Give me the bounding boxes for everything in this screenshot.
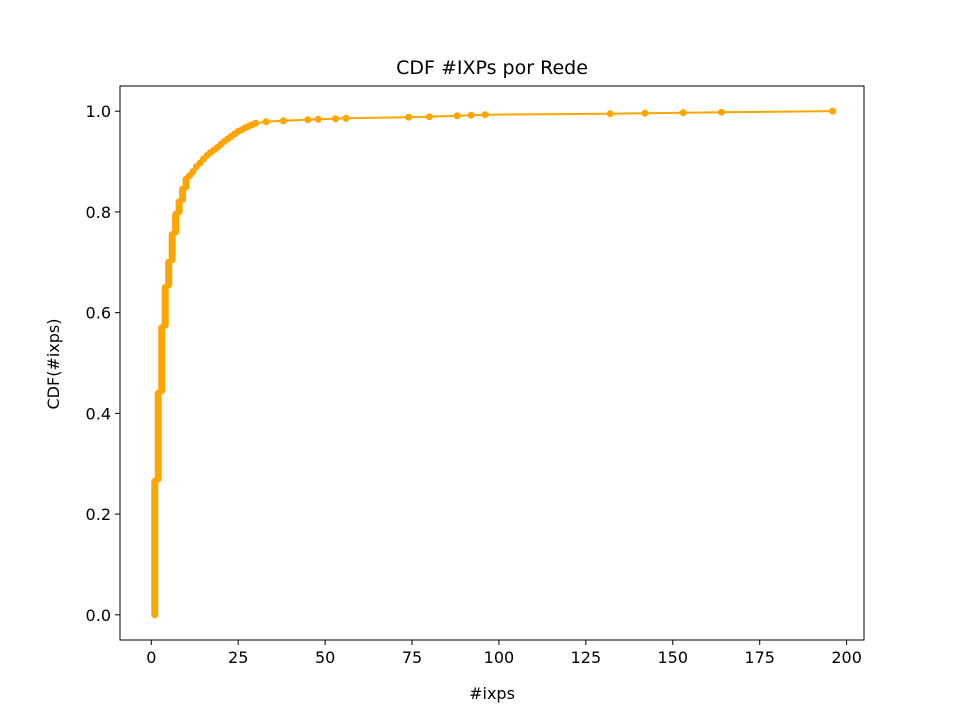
x-tick-label: 125 <box>571 648 602 667</box>
cdf-data-point <box>467 111 475 119</box>
x-tick-label: 50 <box>315 648 335 667</box>
y-tick-label: 0.6 <box>86 304 111 323</box>
x-tick-label: 25 <box>228 648 248 667</box>
y-tick-label: 1.0 <box>86 102 111 121</box>
x-tick-label: 75 <box>402 648 422 667</box>
x-tick-label: 0 <box>146 648 156 667</box>
cdf-data-point <box>425 113 433 121</box>
x-tick-label: 200 <box>831 648 862 667</box>
y-tick-label: 0.8 <box>86 203 111 222</box>
cdf-data-point <box>314 115 322 123</box>
cdf-data-point <box>481 111 489 119</box>
y-tick-label: 0.0 <box>86 606 111 625</box>
cdf-data-point <box>829 107 837 115</box>
cdf-data-point <box>453 112 461 120</box>
cdf-data-point <box>342 114 350 122</box>
cdf-data-point <box>279 117 287 125</box>
plot-frame <box>119 85 865 641</box>
plot-data <box>151 107 837 619</box>
cdf-data-point <box>252 119 260 127</box>
cdf-data-point <box>189 168 197 176</box>
cdf-data-point <box>304 116 312 124</box>
chart-title: CDF #IXPs por Rede <box>396 57 588 79</box>
cdf-series-line <box>153 110 833 615</box>
cdf-data-point <box>332 115 340 123</box>
cdf-data-point <box>405 113 413 121</box>
y-tick-label: 0.4 <box>86 404 111 423</box>
y-tick-label: 0.2 <box>86 505 111 524</box>
x-tick-label: 150 <box>658 648 689 667</box>
x-axis-label: #ixps <box>469 684 515 703</box>
cdf-data-point <box>679 109 687 117</box>
y-axis-ticks: 0.0 0.2 0.4 0.6 0.8 1.0 <box>86 102 120 625</box>
x-tick-label: 100 <box>484 648 515 667</box>
cdf-data-point <box>262 118 270 126</box>
x-axis-ticks: 0 25 50 75 100 125 150 175 200 <box>146 640 862 667</box>
cdf-data-point <box>717 108 725 116</box>
cdf-data-point <box>606 110 614 118</box>
x-tick-label: 175 <box>744 648 775 667</box>
cdf-data-point <box>641 109 649 117</box>
y-axis-label: CDF(#ixps) <box>44 319 63 410</box>
